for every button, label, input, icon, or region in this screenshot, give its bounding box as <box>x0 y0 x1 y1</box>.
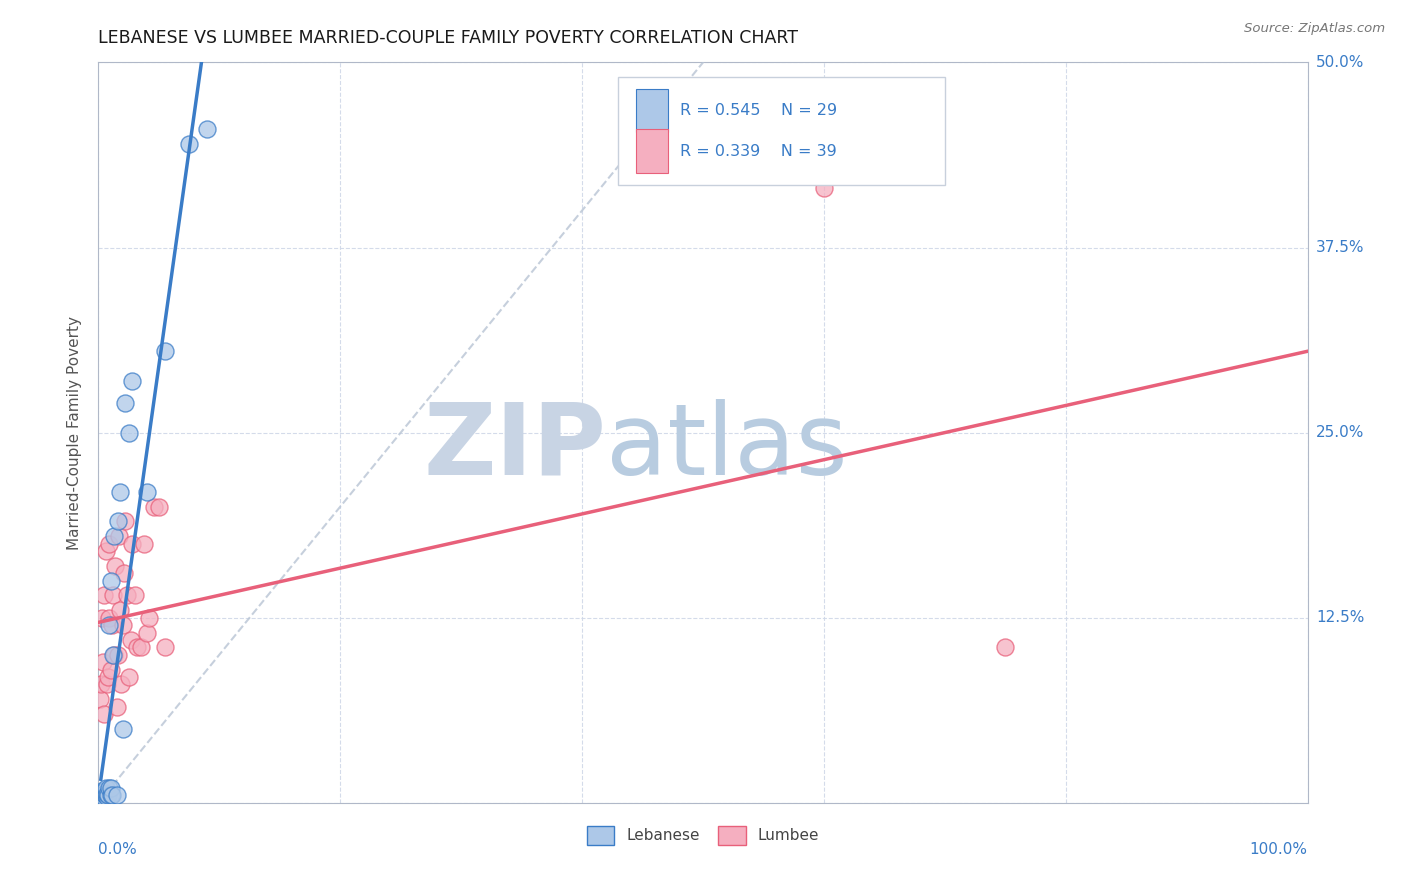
Point <box>143 500 166 514</box>
Point <box>94 780 117 795</box>
Point <box>100 789 122 803</box>
Text: 37.5%: 37.5% <box>1316 240 1364 255</box>
Point <box>107 515 129 529</box>
Point <box>98 610 121 624</box>
Point <box>129 640 152 655</box>
Point <box>108 484 131 499</box>
Point <box>120 632 142 647</box>
Legend: Lebanese, Lumbee: Lebanese, Lumbee <box>581 820 825 851</box>
Point <box>90 791 112 805</box>
Point <box>91 785 114 799</box>
Point <box>135 625 157 640</box>
FancyBboxPatch shape <box>619 78 945 185</box>
Point <box>121 374 143 388</box>
Point <box>91 784 114 798</box>
Point <box>97 789 120 803</box>
Text: 25.0%: 25.0% <box>1316 425 1364 440</box>
Point <box>103 529 125 543</box>
Point <box>179 136 201 151</box>
Point <box>138 610 160 624</box>
Text: R = 0.339    N = 39: R = 0.339 N = 39 <box>681 144 837 159</box>
Point <box>96 789 118 804</box>
Point <box>124 589 146 603</box>
Point <box>994 640 1017 655</box>
Point <box>100 574 122 588</box>
Point <box>108 603 131 617</box>
Y-axis label: Married-Couple Family Poverty: Married-Couple Family Poverty <box>67 316 83 549</box>
Point <box>104 558 127 573</box>
Point <box>134 536 156 550</box>
Point <box>108 529 131 543</box>
Point <box>100 663 122 677</box>
Point <box>114 515 136 529</box>
FancyBboxPatch shape <box>637 129 668 173</box>
Point <box>153 640 176 655</box>
Point <box>118 425 141 440</box>
Text: 0.0%: 0.0% <box>98 842 138 856</box>
Point <box>153 344 176 359</box>
Point <box>98 618 121 632</box>
Text: ZIP: ZIP <box>423 399 606 496</box>
Point <box>110 677 132 691</box>
Point <box>118 670 141 684</box>
Text: atlas: atlas <box>606 399 848 496</box>
Text: R = 0.545    N = 29: R = 0.545 N = 29 <box>681 103 837 118</box>
Point <box>117 589 139 603</box>
Point <box>93 706 115 721</box>
Point <box>121 536 143 550</box>
Point <box>89 692 111 706</box>
Point <box>107 648 129 662</box>
Text: Source: ZipAtlas.com: Source: ZipAtlas.com <box>1244 22 1385 36</box>
Point <box>96 787 118 801</box>
Point <box>93 589 115 603</box>
Point <box>94 789 117 803</box>
Point <box>111 618 134 632</box>
Point <box>103 648 125 662</box>
Point <box>813 181 835 195</box>
Text: LEBANESE VS LUMBEE MARRIED-COUPLE FAMILY POVERTY CORRELATION CHART: LEBANESE VS LUMBEE MARRIED-COUPLE FAMILY… <box>98 29 799 47</box>
Point <box>91 789 114 803</box>
Text: 50.0%: 50.0% <box>1316 55 1364 70</box>
Point <box>90 677 112 691</box>
Point <box>91 610 114 624</box>
Point <box>94 544 117 558</box>
Point <box>127 640 149 655</box>
Point <box>100 789 122 803</box>
Point <box>91 655 114 669</box>
Point <box>195 122 218 136</box>
Text: 100.0%: 100.0% <box>1250 842 1308 856</box>
Point <box>114 396 136 410</box>
Point <box>96 677 118 691</box>
Point <box>98 780 121 795</box>
Point <box>111 722 134 736</box>
Point <box>100 618 122 632</box>
Text: 12.5%: 12.5% <box>1316 610 1364 625</box>
Point <box>105 699 128 714</box>
Point <box>101 648 124 662</box>
Point <box>101 589 124 603</box>
Point <box>100 780 122 795</box>
Point <box>93 787 115 801</box>
Point <box>112 566 135 581</box>
Point <box>97 670 120 684</box>
FancyBboxPatch shape <box>637 88 668 132</box>
Point <box>135 484 157 499</box>
Point <box>105 789 128 803</box>
Point <box>93 789 115 804</box>
Point <box>98 536 121 550</box>
Point <box>91 791 114 805</box>
Point <box>148 500 170 514</box>
